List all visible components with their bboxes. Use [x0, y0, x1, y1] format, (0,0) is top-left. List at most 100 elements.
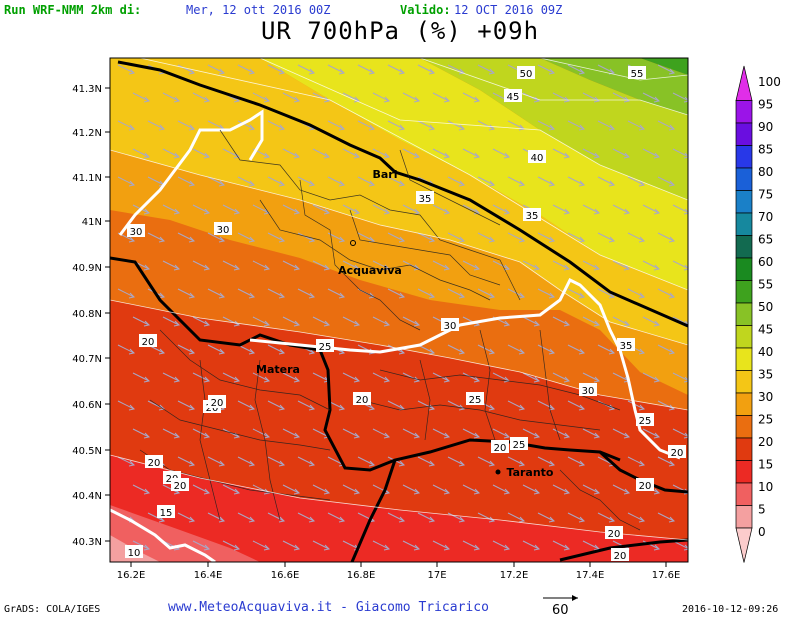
wind-arrowhead	[353, 208, 361, 215]
contour-label: 20	[356, 395, 369, 406]
wind-arrowhead	[608, 124, 616, 131]
municipal-borders	[139, 129, 641, 531]
wind-arrowhead	[653, 264, 661, 271]
wind-arrowhead	[578, 404, 586, 411]
wind-arrowhead	[128, 292, 136, 299]
wind-arrow	[537, 400, 555, 410]
wind-arrowhead	[653, 544, 661, 551]
wind-arrowhead	[248, 180, 256, 187]
wind-arrowhead	[699, 125, 704, 130]
wind-arrow	[567, 64, 585, 74]
wind-arrowhead	[683, 544, 688, 551]
wind-arrow	[357, 120, 375, 130]
wind-arrowhead	[428, 68, 436, 75]
wind-arrowhead	[158, 292, 166, 299]
wind-arrowhead	[293, 152, 301, 159]
legend-swatch	[735, 505, 753, 529]
wind-arrow	[447, 176, 465, 186]
wind-arrow	[342, 428, 360, 438]
axis-ticks: 16.2E 16.4E 16.6E 16.8E 17E 17.2E 17.4E 17.6E 41…	[72, 84, 680, 581]
wind-arrowhead	[623, 488, 631, 495]
wind-arrowhead	[143, 488, 151, 495]
lon-tick-label: 17.4E	[576, 570, 605, 581]
wind-arrow	[687, 121, 688, 122]
wind-arrowhead	[668, 124, 676, 131]
contour-label-bg	[636, 478, 654, 491]
timestamp: 2016-10-12-09:26	[682, 604, 779, 615]
wind-arrow	[177, 288, 195, 298]
wind-arrow	[477, 64, 495, 74]
city-marker	[350, 240, 356, 246]
site-credit[interactable]: www.MeteoAcquaviva.it - Giacomo Tricaric…	[168, 600, 489, 615]
wind-arrow	[282, 204, 300, 214]
wind-arrow	[612, 148, 630, 158]
wind-arrow	[687, 177, 688, 178]
wind-arrow	[537, 456, 555, 466]
wind-arrow	[612, 372, 630, 382]
legend-swatch	[735, 347, 753, 371]
wind-arrow	[162, 428, 180, 438]
wind-arrowhead	[413, 208, 421, 215]
wind-arrow	[387, 288, 405, 298]
wind-arrow	[117, 456, 135, 466]
legend-swatch	[735, 482, 753, 506]
wind-arrowhead	[218, 236, 226, 243]
wind-arrow	[462, 428, 480, 438]
wind-arrowhead	[458, 236, 466, 243]
wind-arrow	[357, 176, 375, 186]
wind-arrowhead	[293, 488, 301, 495]
wind-arrow	[612, 260, 630, 270]
wind-arrowhead	[323, 208, 331, 215]
wind-arrow	[642, 316, 660, 326]
wind-arrow	[462, 484, 480, 494]
wind-arrow	[552, 148, 570, 158]
wind-arrow	[342, 484, 360, 494]
wind-arrow	[642, 428, 660, 438]
wind-arrow	[642, 204, 660, 214]
wind-arrowhead	[353, 264, 361, 271]
wind-arrowhead	[293, 320, 301, 327]
wind-arrowhead	[128, 236, 136, 243]
wind-arrow	[282, 428, 300, 438]
wind-arrowhead	[338, 68, 346, 75]
wind-arrow	[687, 233, 688, 234]
wind-arrowhead	[638, 236, 646, 243]
wind-arrowhead	[173, 376, 181, 383]
wind-arrowhead	[218, 68, 226, 75]
wind-arrowhead	[278, 68, 286, 75]
wind-arrowhead	[548, 292, 556, 299]
wind-arrowhead	[188, 292, 196, 299]
wind-arrowhead	[278, 404, 286, 411]
wind-arrow	[312, 204, 330, 214]
contour-label-bg	[605, 526, 623, 539]
wind-arrow	[567, 512, 585, 522]
contour-label: 20	[148, 458, 161, 469]
contour-label-bg	[504, 89, 522, 102]
contour-label-bg	[491, 440, 509, 453]
wind-arrow	[477, 288, 495, 298]
wind-arrowhead	[353, 152, 361, 159]
lon-tick-label: 16.6E	[271, 570, 300, 581]
wind-arrowhead	[173, 152, 181, 159]
wind-arrow	[703, 261, 719, 269]
wind-arrow	[327, 288, 345, 298]
wind-arrowhead	[353, 320, 361, 327]
wind-arrowhead	[383, 376, 391, 383]
wind-arrow	[597, 176, 615, 186]
contour-labels: 5055454035353030353025302520202020202020…	[125, 66, 686, 562]
wind-arrowhead	[578, 124, 586, 131]
wind-arrowhead	[308, 348, 316, 355]
wind-arrow	[522, 540, 540, 550]
wind-arrowhead	[248, 292, 256, 299]
wind-arrowhead	[518, 180, 526, 187]
wind-arrowhead	[533, 432, 541, 439]
wind-arrow	[177, 400, 195, 410]
contour-label-bg	[523, 208, 541, 221]
wind-arrowhead	[638, 292, 646, 299]
wind-arrow	[282, 316, 300, 326]
wind-arrow	[612, 540, 630, 550]
legend-swatch	[735, 460, 753, 484]
wind-arrowhead	[188, 68, 196, 75]
wind-arrow	[447, 288, 465, 298]
wind-arrow	[222, 148, 240, 158]
